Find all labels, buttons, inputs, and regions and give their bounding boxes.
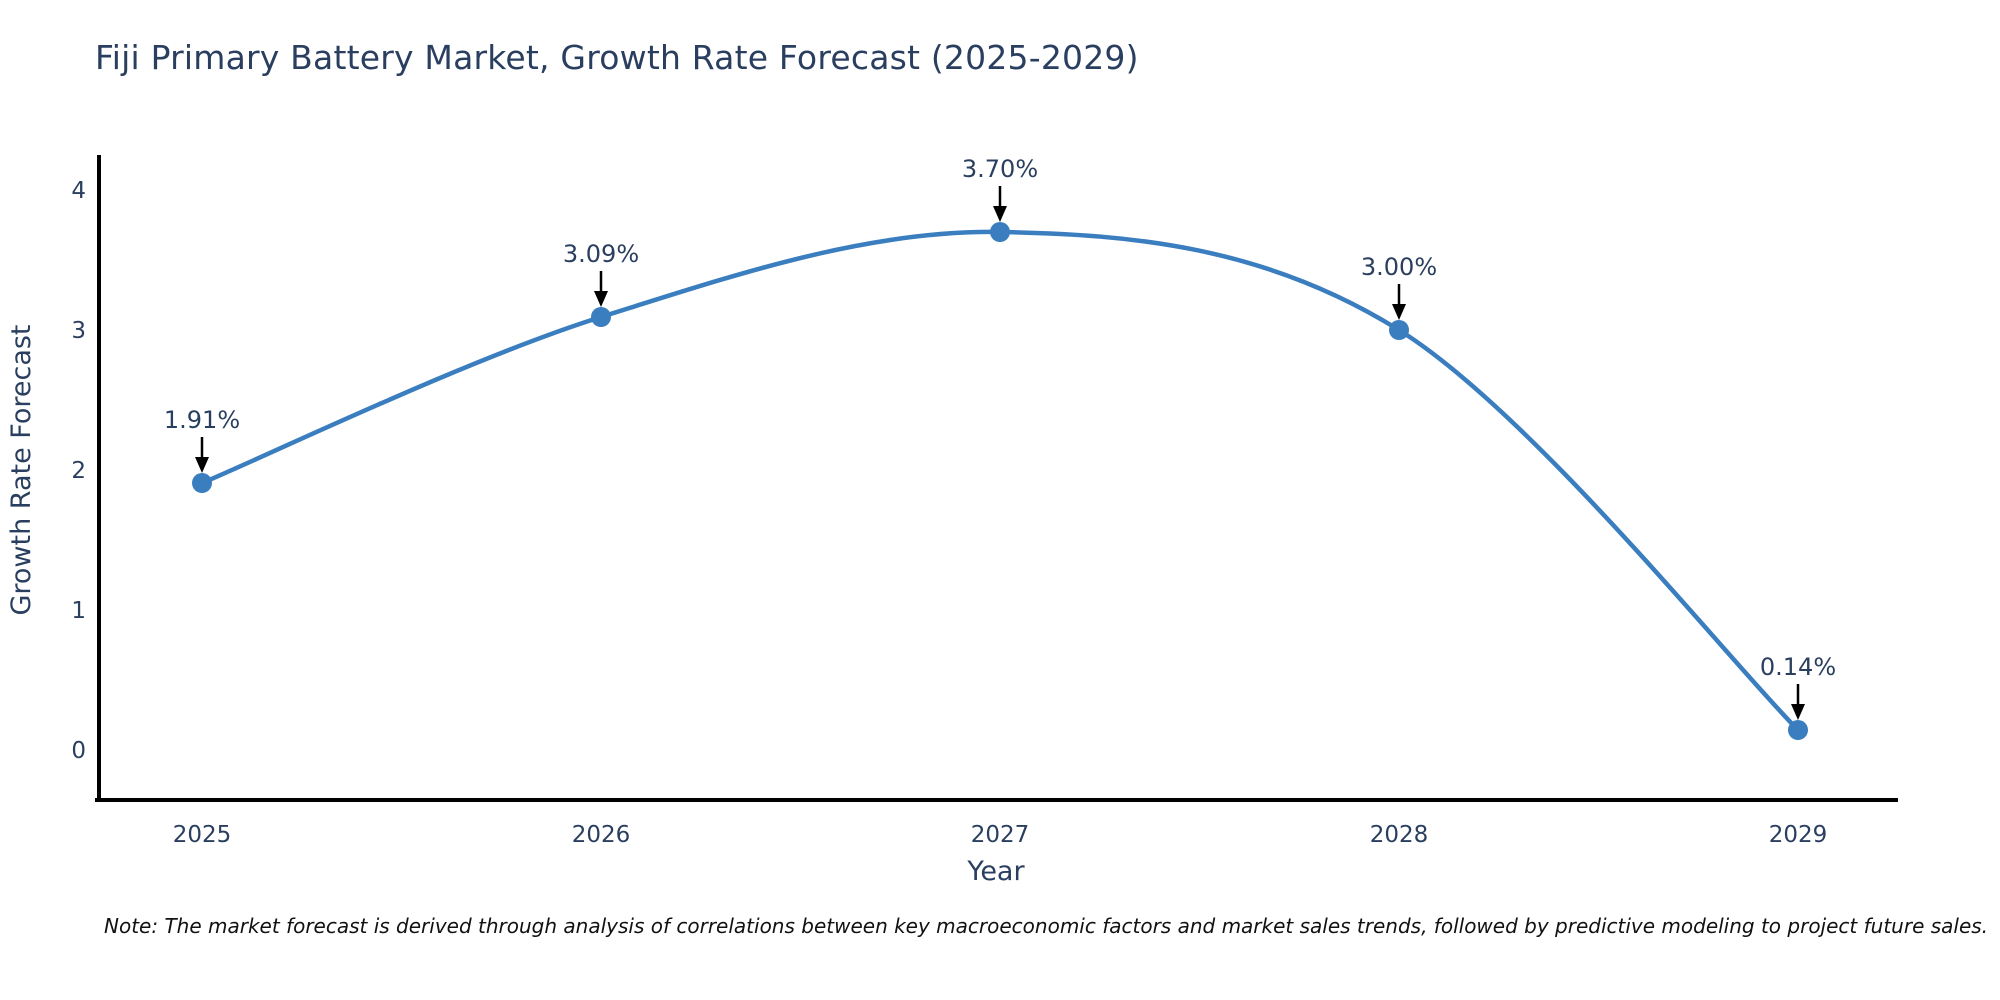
y-tick-0: 0: [71, 738, 86, 764]
x-tick-2028: 2028: [1370, 822, 1429, 848]
data-point-2029: [1788, 720, 1808, 740]
chart-title: Fiji Primary Battery Market, Growth Rate…: [95, 38, 1139, 77]
footnote: Note: The market forecast is derived thr…: [104, 914, 1989, 938]
y-tick-4: 4: [71, 178, 86, 204]
annotation-label-2026: 3.09%: [563, 240, 639, 268]
x-tick-2025: 2025: [173, 822, 232, 848]
annotation-label-2028: 3.00%: [1361, 253, 1437, 281]
y-axis-title: Growth Rate Forecast: [6, 324, 37, 615]
y-tick-1: 1: [71, 598, 86, 624]
x-axis-title: Year: [966, 856, 1025, 887]
data-point-2026: [591, 307, 611, 327]
annotation-label-2029: 0.14%: [1760, 653, 1836, 681]
x-tick-2026: 2026: [572, 822, 631, 848]
annotation-arrowhead-2029: [1791, 704, 1805, 720]
annotation-2028: 3.00%: [1361, 253, 1437, 320]
annotation-arrowhead-2028: [1392, 304, 1406, 320]
x-tick-2029: 2029: [1769, 822, 1828, 848]
annotation-2025: 1.91%: [164, 406, 240, 473]
annotation-2026: 3.09%: [563, 240, 639, 307]
annotation-2029: 0.14%: [1760, 653, 1836, 720]
data-point-2028: [1389, 320, 1409, 340]
data-point-2025: [192, 473, 212, 493]
x-tick-2027: 2027: [971, 822, 1030, 848]
annotation-arrowhead-2025: [195, 457, 209, 473]
annotation-arrowhead-2027: [993, 206, 1007, 222]
y-tick-3: 3: [71, 318, 86, 344]
annotation-arrowhead-2026: [594, 291, 608, 307]
data-point-2027: [990, 222, 1010, 242]
annotation-label-2025: 1.91%: [164, 406, 240, 434]
annotation-label-2027: 3.70%: [962, 155, 1038, 183]
series-line: [199, 229, 1801, 733]
y-tick-2: 2: [71, 458, 86, 484]
annotation-2027: 3.70%: [962, 155, 1038, 222]
